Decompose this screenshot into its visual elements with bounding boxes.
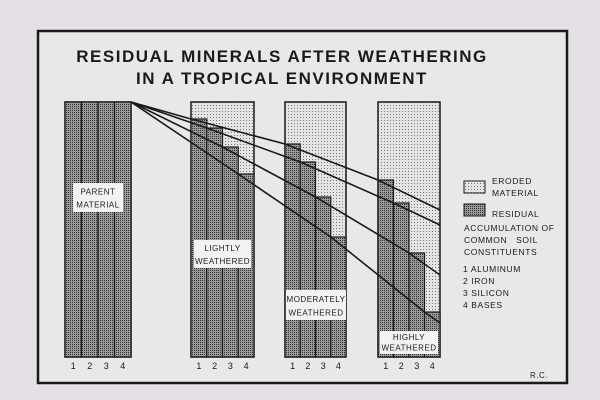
column-number: 1 [196,361,201,371]
trend-line-3 [130,101,441,276]
column-number: 2 [305,361,310,371]
residual-column-1 [284,143,301,358]
residual-column-3 [97,101,116,358]
bar-label-line-2: WEATHERED [288,309,343,318]
column-number: 4 [336,361,341,371]
bar-lightly [190,101,255,358]
column-number: 3 [104,361,109,371]
column-number: 4 [120,361,125,371]
trend-line-4 [130,101,441,324]
column-number: 1 [71,361,76,371]
bar-label-line-1: HIGHLY [393,333,425,342]
column-number: 1 [290,361,295,371]
legend-desc-3: CONSTITUENTS [464,247,537,257]
residual-column-1 [64,101,83,358]
bar-parent [64,101,132,358]
residual-column-1 [190,118,208,358]
column-number: 4 [430,361,435,371]
residual-column-2 [80,101,99,358]
legend-item-bases: 4 BASES [463,300,503,310]
legend-item-silicon: 3 SILICON [463,288,510,298]
bar-highly [377,101,441,358]
column-number: 2 [212,361,217,371]
bar-label-line-1: PARENT [81,188,116,197]
column-number: 4 [244,361,249,371]
trend-line-1 [130,101,441,211]
column-number: 3 [414,361,419,371]
column-number: 1 [383,361,388,371]
residual-swatch [463,203,486,217]
legend-item-aluminum: 1 ALUMINUM [463,264,521,274]
legend-desc-2: COMMON SOIL [464,235,538,245]
legend-residual: RESIDUAL [492,209,539,219]
trend-line-2 [130,101,441,226]
legend-eroded-1: ERODED [492,176,532,186]
bar-label-box [194,240,251,268]
residual-column-1 [377,179,395,358]
initials: R.C. [530,371,548,380]
column-number: 3 [228,361,233,371]
bar-label-box [380,331,438,354]
column-number: 2 [87,361,92,371]
column-number: 2 [399,361,404,371]
bar-label-line-2: MATERIAL [76,201,119,210]
residual-column-2 [299,161,317,358]
residual-column-4 [113,101,132,358]
title-line-1: RESIDUAL MINERALS AFTER WEATHERING [76,47,487,66]
bar-label-line-1: LIGHTLY [204,244,240,253]
legend-eroded-2: MATERIAL [492,188,539,198]
bar-label-line-2: WEATHERED [195,257,250,266]
column-number: 3 [321,361,326,371]
eroded-swatch [463,180,486,194]
bar-label-line-2: WEATHERED [381,344,436,353]
residual-column-3 [314,196,332,358]
title-line-2: IN A TROPICAL ENVIRONMENT [136,69,428,88]
bar-label-box [286,290,346,320]
legend-item-iron: 2 IRON [463,276,495,286]
bar-label-box [73,183,123,212]
legend-desc-1: ACCUMULATION OF [464,223,555,233]
bar-label-line-1: MODERATELY [287,295,346,304]
